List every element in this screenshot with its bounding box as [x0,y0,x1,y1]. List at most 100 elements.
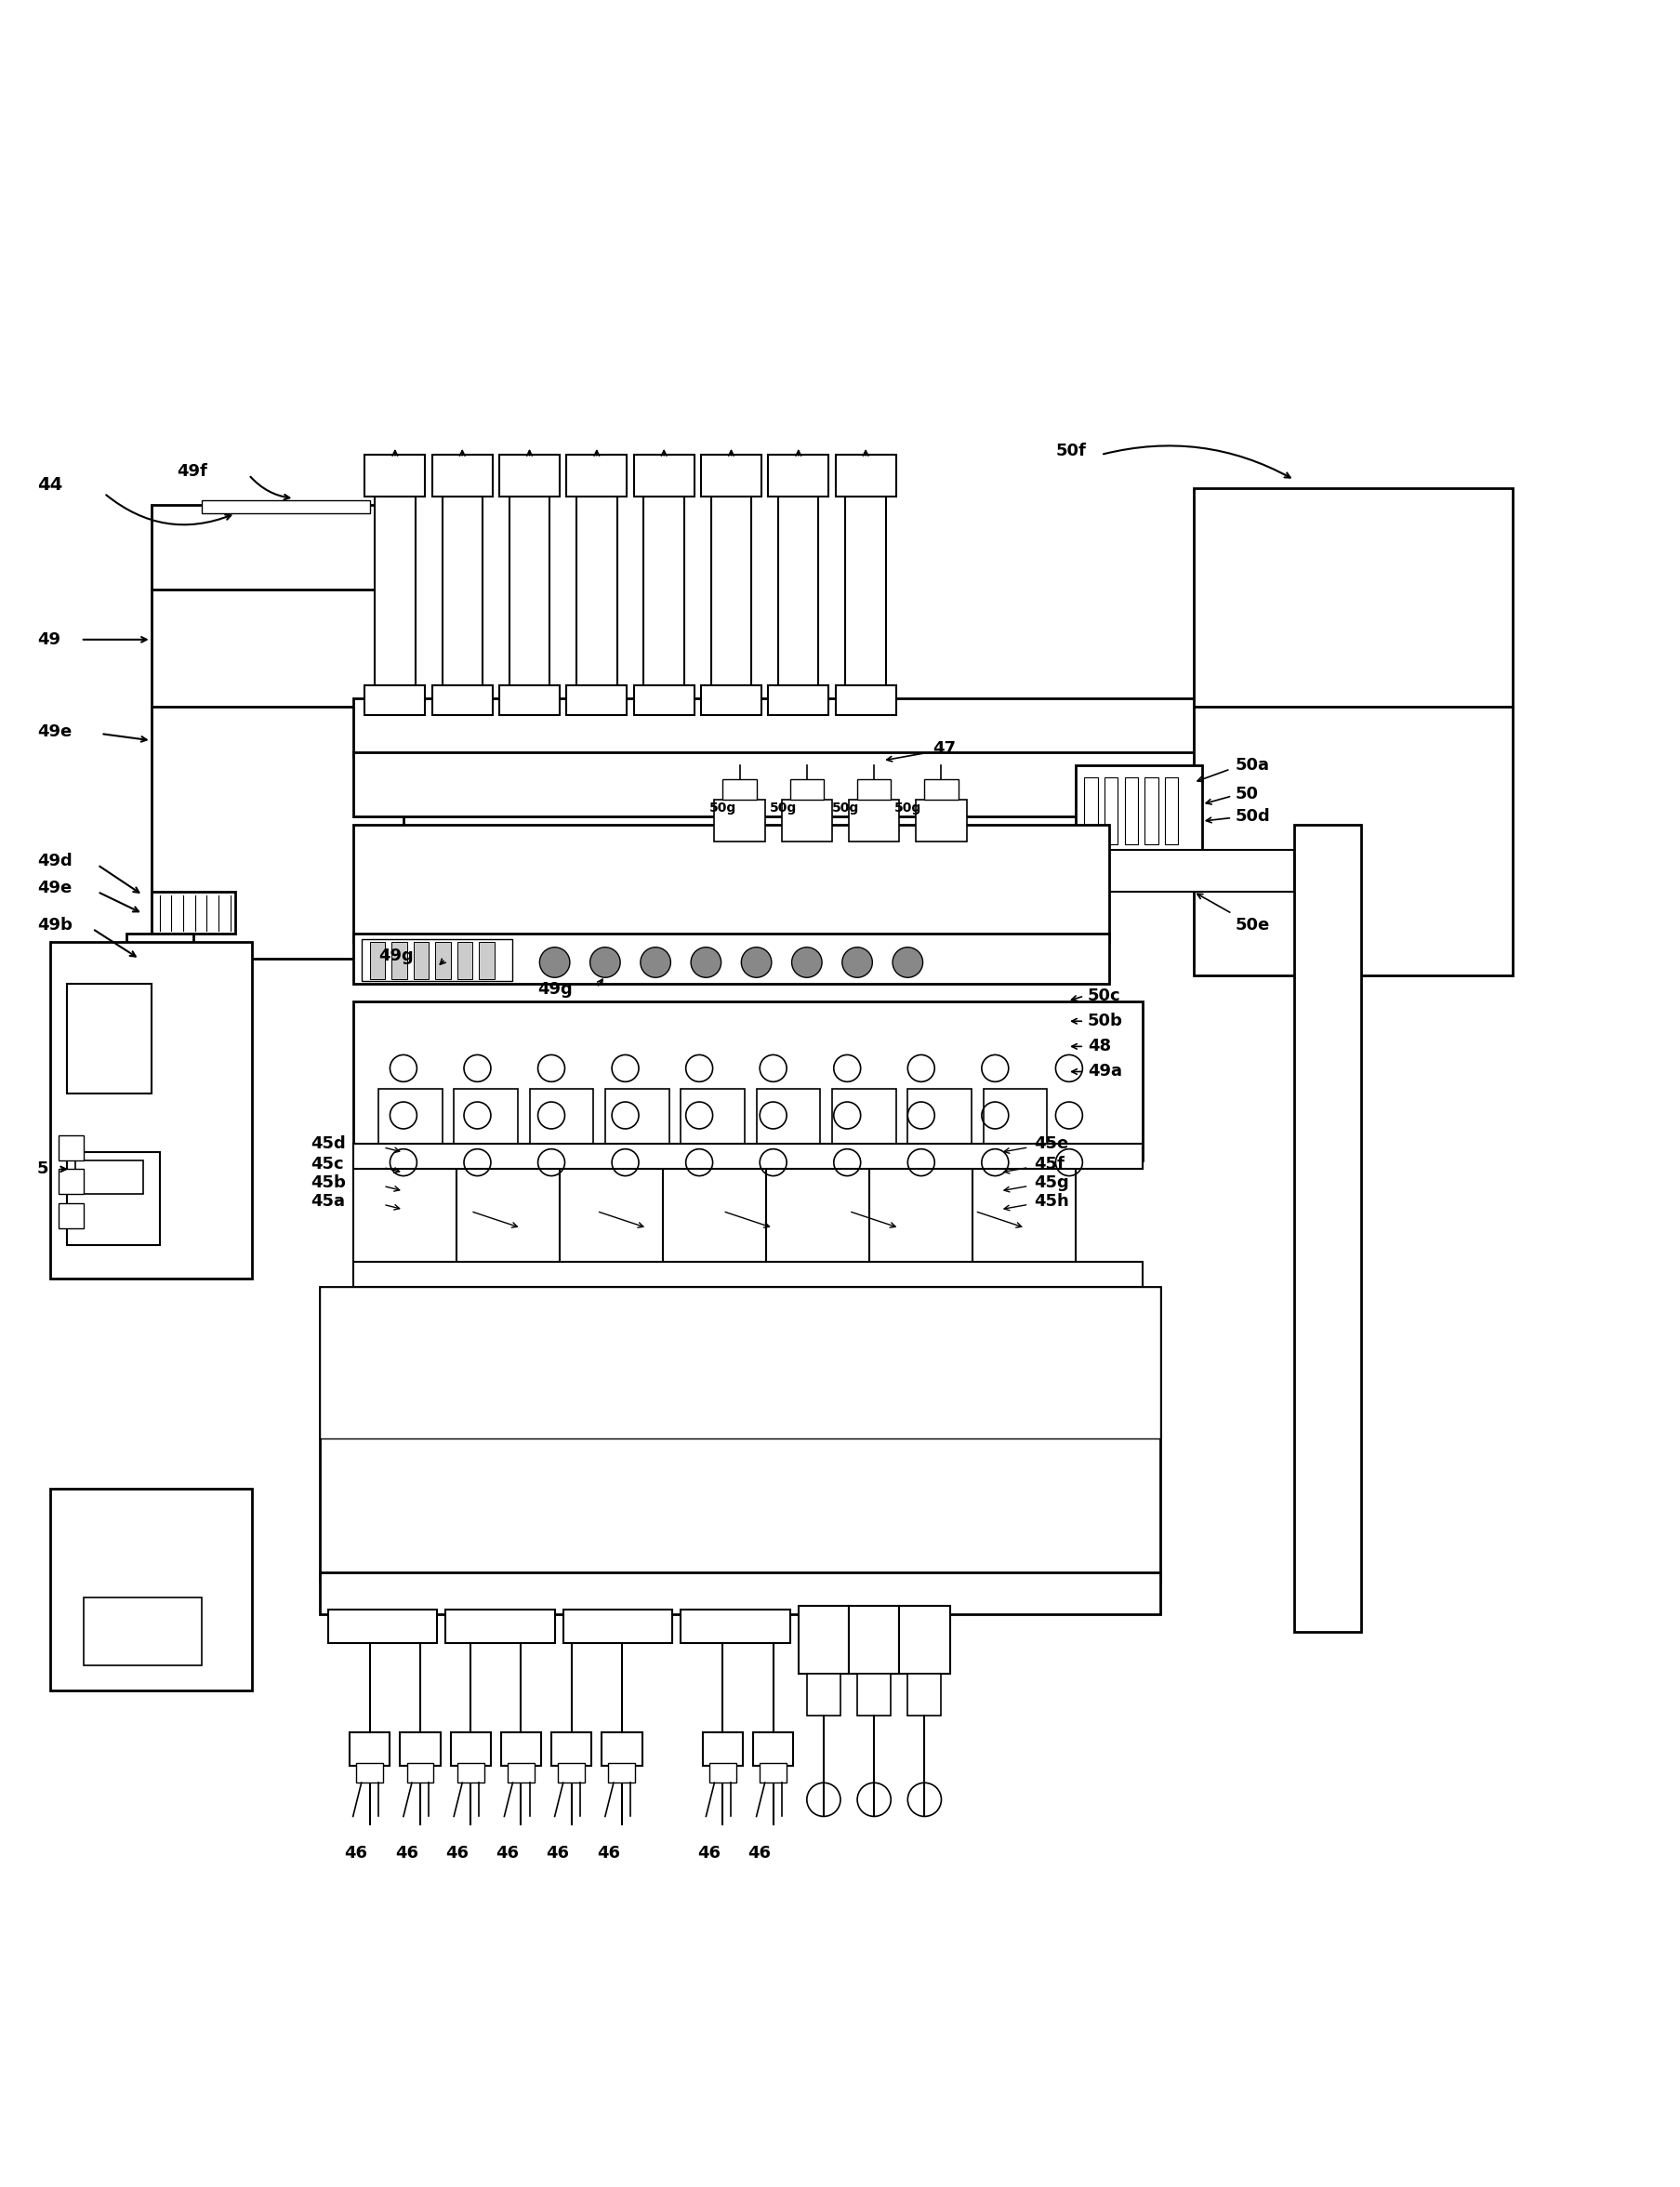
Text: 49f: 49f [176,464,207,479]
Bar [50,1489,252,1691]
Bar [608,1763,635,1782]
Bar [1075,765,1201,851]
Bar [353,752,1193,816]
Text: 49e: 49e [37,879,72,897]
Bar [378,1089,442,1155]
Text: 44: 44 [37,477,62,494]
Bar [319,1286,1159,1439]
Bar [907,1089,971,1155]
Bar [768,685,828,715]
Text: 46: 46 [445,1846,469,1861]
Text: 50g: 50g [894,800,921,814]
Bar [501,1732,541,1765]
Text: 46: 46 [496,1846,519,1861]
Bar [633,685,694,715]
Bar [1164,776,1178,844]
Bar [709,1763,736,1782]
Bar [361,938,512,980]
Bar [711,496,751,698]
Bar [509,496,549,698]
Bar [84,1599,202,1664]
Bar [1084,776,1097,844]
Circle shape [539,947,570,978]
Bar [432,455,492,496]
Text: 50g: 50g [769,800,796,814]
Bar [67,1153,160,1244]
Text: 45b: 45b [311,1174,346,1192]
Bar [59,1170,84,1194]
Text: 50a: 50a [1235,757,1268,774]
Bar [435,943,450,980]
Bar [848,798,899,842]
Text: 50f: 50f [1055,444,1085,459]
Text: 45g: 45g [1033,1174,1068,1192]
Text: 45a: 45a [311,1192,344,1209]
Text: 49b: 49b [37,916,72,934]
Bar [566,685,627,715]
Bar [857,779,890,798]
Bar [353,1262,1142,1286]
Circle shape [842,947,872,978]
Bar [857,1673,890,1715]
Text: 46: 46 [748,1846,771,1861]
Text: 45e: 45e [1033,1135,1068,1153]
Bar [353,698,1193,757]
Bar [365,455,425,496]
Bar [768,455,828,496]
Bar [328,1610,437,1642]
Bar [1124,776,1137,844]
Circle shape [791,947,822,978]
Text: 48: 48 [1087,1039,1110,1054]
Bar [924,779,958,798]
Circle shape [690,947,721,978]
Text: 46: 46 [697,1846,721,1861]
Bar [701,455,761,496]
Bar [353,824,1109,943]
Bar [365,685,425,715]
Bar [499,685,559,715]
Bar [457,1763,484,1782]
Bar [576,496,617,698]
Text: 49d: 49d [37,853,72,870]
Bar [59,1203,84,1227]
Text: 46: 46 [596,1846,620,1861]
Bar [680,1089,744,1155]
Bar [370,943,385,980]
Bar [983,1089,1047,1155]
Text: 50g: 50g [832,800,858,814]
Bar [916,798,966,842]
Text: 46: 46 [344,1846,368,1861]
Bar [781,798,832,842]
Text: 50d: 50d [1235,807,1270,824]
Bar [454,1089,517,1155]
Bar [907,1673,941,1715]
Bar [76,1161,143,1194]
Bar [558,1763,585,1782]
Text: 47: 47 [932,741,956,757]
Bar [457,943,472,980]
Bar [835,685,895,715]
Bar [442,496,482,698]
Text: 45f: 45f [1033,1155,1063,1172]
Circle shape [590,947,620,978]
Bar [375,496,415,698]
Bar [432,685,492,715]
Bar [67,984,151,1094]
Bar [151,505,403,960]
Bar [407,1763,433,1782]
Bar [848,1605,899,1673]
Bar [563,1610,672,1642]
Bar [756,1089,820,1155]
Text: 5: 5 [37,1161,49,1177]
Bar [319,1286,1159,1581]
Bar [806,1673,840,1715]
Text: 49g: 49g [538,982,573,997]
Bar [202,501,370,514]
Bar [450,1732,491,1765]
Text: 50b: 50b [1087,1013,1122,1030]
Bar [353,1144,1142,1170]
Bar [798,1605,848,1673]
Bar [605,1089,669,1155]
Bar [790,779,823,798]
Text: 49e: 49e [37,724,72,741]
